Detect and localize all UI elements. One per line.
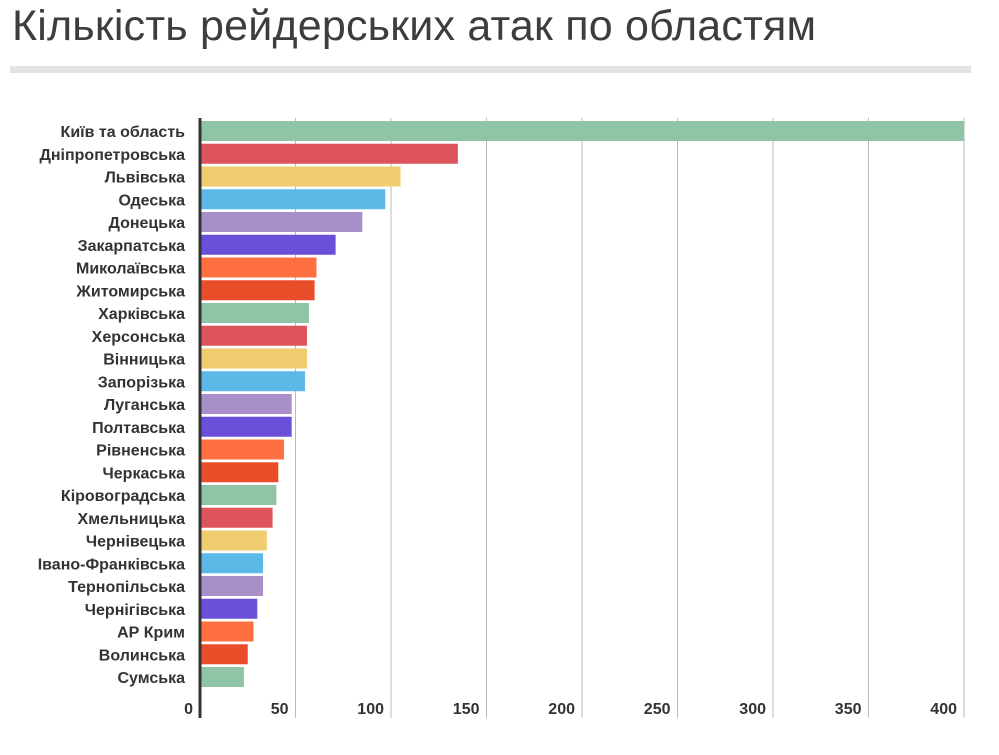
x-tick-label-400: 400 [930, 701, 957, 718]
category-label-3: Одеська [118, 192, 185, 209]
category-label-5: Закарпатська [78, 238, 186, 255]
bar-15 [201, 462, 279, 483]
bar-3 [201, 189, 386, 210]
bar-14 [201, 439, 285, 460]
category-label-7: Житомирська [75, 283, 185, 300]
category-label-14: Рівненська [96, 443, 185, 460]
category-label-17: Хмельницька [78, 511, 186, 528]
category-label-22: АР Крим [117, 625, 185, 642]
x-tick-label-0: 0 [184, 701, 193, 718]
x-tick-label-150: 150 [453, 701, 480, 718]
bar-13 [201, 416, 292, 437]
bar-20 [201, 576, 264, 596]
bar-22 [201, 621, 254, 642]
category-label-13: Полтавська [92, 420, 185, 437]
bar-4 [201, 212, 363, 232]
bar-0 [201, 121, 964, 141]
category-label-4: Донецька [108, 215, 185, 232]
bar-24 [201, 667, 244, 687]
category-label-19: Івано-Франківська [38, 556, 185, 573]
bar-21 [201, 598, 258, 619]
x-tick-label-50: 50 [271, 701, 289, 718]
category-label-10: Вінницька [103, 352, 185, 369]
bar-6 [201, 257, 317, 278]
category-label-24: Сумська [117, 670, 185, 687]
category-label-18: Чернівецька [86, 534, 185, 551]
category-label-15: Черкаська [103, 465, 186, 482]
x-tick-label-200: 200 [548, 701, 575, 718]
category-label-8: Харківська [98, 306, 185, 323]
category-label-20: Тернопільська [68, 579, 185, 596]
bar-9 [201, 325, 307, 346]
category-label-21: Чернігівська [85, 602, 185, 619]
bar-8 [201, 303, 309, 323]
x-tick-label-300: 300 [739, 701, 766, 718]
category-label-9: Херсонська [92, 329, 185, 346]
category-label-12: Луганська [104, 397, 185, 414]
category-label-23: Волинська [99, 647, 185, 664]
x-tick-label-100: 100 [357, 701, 384, 718]
bar-7 [201, 280, 315, 301]
bar-17 [201, 507, 273, 528]
bar-10 [201, 348, 307, 369]
bar-1 [201, 143, 458, 164]
category-label-11: Запорізька [98, 374, 185, 391]
bar-2 [201, 166, 401, 187]
x-tick-label-250: 250 [644, 701, 671, 718]
category-label-16: Кіровоградська [61, 488, 185, 505]
bar-5 [201, 234, 336, 255]
category-label-0: Київ та область [61, 124, 186, 141]
bar-12 [201, 394, 292, 414]
bar-18 [201, 530, 267, 551]
chart-title: Кількість рейдерських атак по областям [12, 2, 817, 50]
bar-23 [201, 644, 248, 665]
category-label-6: Миколаївська [76, 261, 185, 278]
category-label-2: Львівська [105, 170, 186, 187]
bar-11 [201, 371, 306, 392]
category-label-1: Дніпропетровська [39, 147, 185, 164]
title-divider [10, 66, 971, 73]
bar-19 [201, 553, 264, 574]
x-tick-label-350: 350 [835, 701, 862, 718]
bar-16 [201, 485, 277, 505]
